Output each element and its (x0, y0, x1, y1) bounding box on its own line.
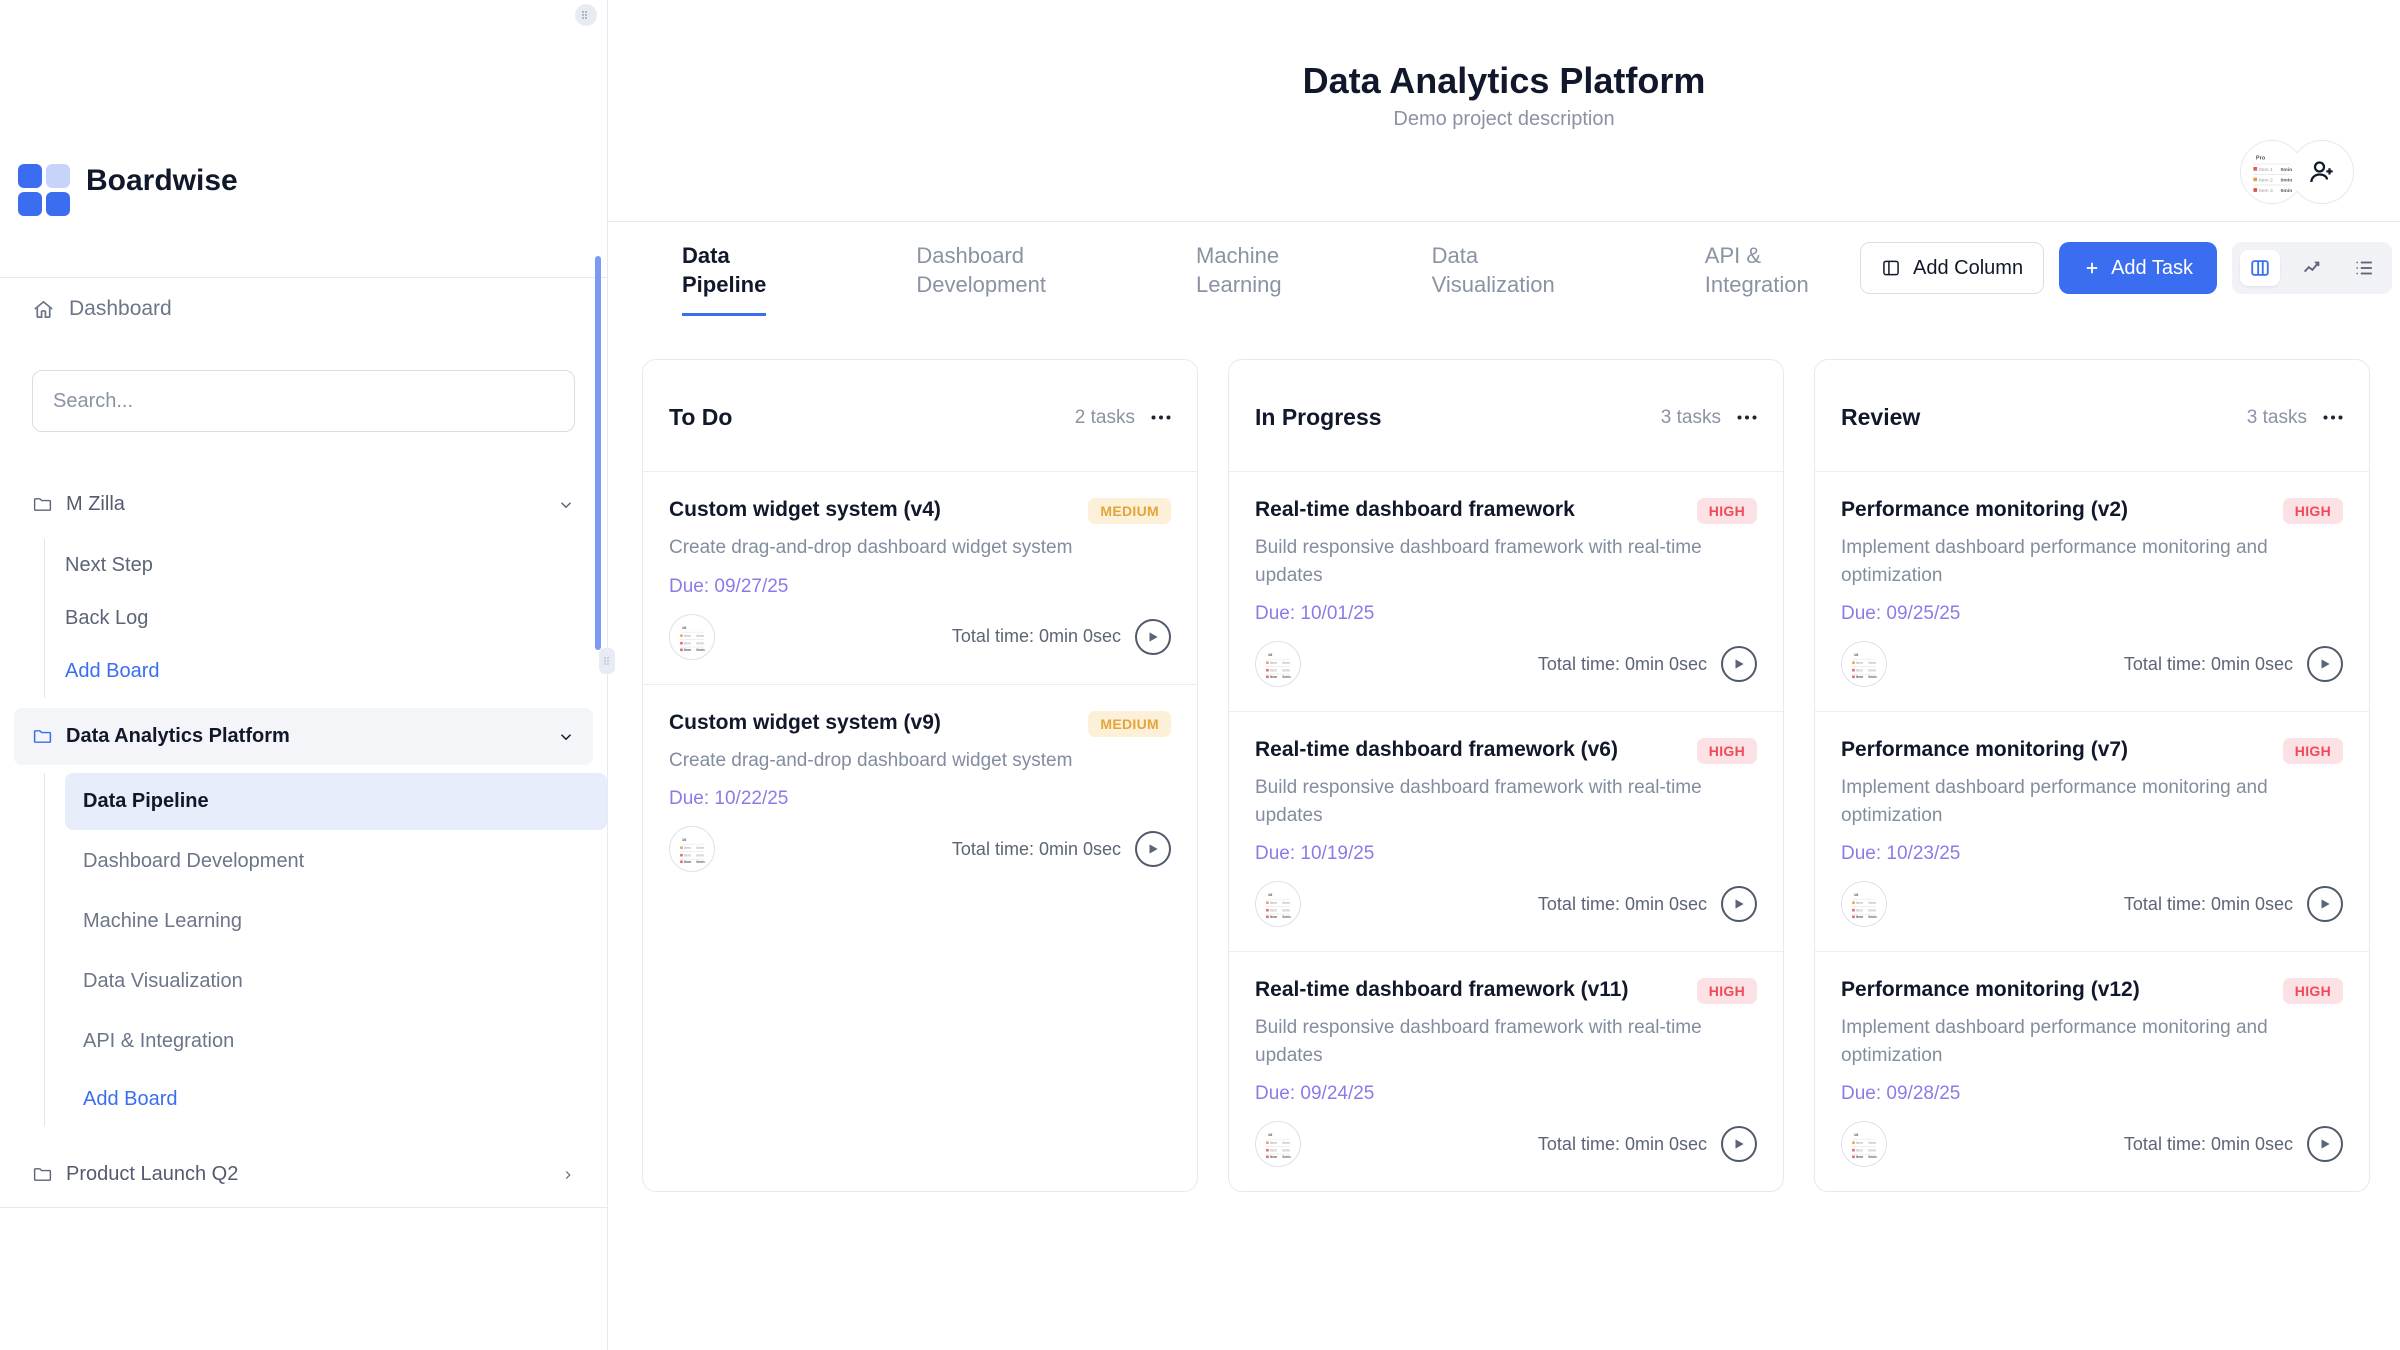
svg-text:Item: Item (1270, 901, 1277, 905)
svg-text:Item: Item (1270, 661, 1277, 665)
svg-text:Item: Item (1270, 1156, 1277, 1160)
svg-text:0min: 0min (1282, 669, 1290, 673)
svg-text:Item: Item (1856, 1149, 1863, 1153)
svg-text:0min: 0min (1282, 901, 1290, 905)
svg-text:Item: Item (1856, 909, 1863, 913)
svg-text:0min: 0min (1282, 1156, 1290, 1160)
svg-text:0min: 0min (1868, 1141, 1876, 1145)
svg-text:Item 1: Item 1 (2259, 167, 2273, 173)
svg-text:Item: Item (1270, 1149, 1277, 1153)
svg-text:0min: 0min (1282, 915, 1290, 919)
svg-text:Item: Item (1270, 915, 1277, 919)
svg-text:Item: Item (1856, 1156, 1863, 1160)
svg-text:Item 2: Item 2 (2259, 177, 2273, 183)
svg-text:Item: Item (1270, 1141, 1277, 1145)
svg-text:Item: Item (1856, 675, 1863, 679)
svg-text:0min: 0min (1868, 1156, 1876, 1160)
svg-text:Item: Item (684, 860, 691, 864)
svg-text:Item: Item (684, 648, 691, 652)
svg-text:0min: 0min (1282, 909, 1290, 913)
svg-text:0min: 0min (1282, 1141, 1290, 1145)
svg-text:0min: 0min (1282, 1149, 1290, 1153)
svg-text:Item: Item (684, 634, 691, 638)
svg-text:0min: 0min (2281, 188, 2293, 194)
svg-text:Item: Item (1270, 675, 1277, 679)
svg-text:0min: 0min (696, 641, 704, 645)
svg-text:Item: Item (1270, 909, 1277, 913)
svg-text:0min: 0min (1868, 909, 1876, 913)
svg-text:0min: 0min (696, 860, 704, 864)
svg-text:0min: 0min (2281, 167, 2293, 173)
svg-text:0min: 0min (1868, 1149, 1876, 1153)
svg-text:Item 3: Item 3 (2259, 188, 2273, 194)
svg-text:0min: 0min (696, 648, 704, 652)
svg-text:Item: Item (1856, 669, 1863, 673)
svg-text:Item: Item (684, 641, 691, 645)
svg-text:0min: 0min (1868, 669, 1876, 673)
svg-text:0min: 0min (1868, 675, 1876, 679)
svg-text:Item: Item (1856, 1141, 1863, 1145)
svg-text:Item: Item (1270, 669, 1277, 673)
svg-text:Pro: Pro (2256, 156, 2266, 162)
svg-text:0min: 0min (696, 854, 704, 858)
svg-text:Item: Item (1856, 661, 1863, 665)
svg-text:0min: 0min (1282, 661, 1290, 665)
svg-text:0min: 0min (2281, 177, 2293, 183)
svg-text:0min: 0min (1868, 915, 1876, 919)
svg-text:Item: Item (684, 846, 691, 850)
svg-text:0min: 0min (1282, 675, 1290, 679)
svg-text:0min: 0min (1868, 901, 1876, 905)
svg-text:0min: 0min (696, 846, 704, 850)
svg-text:Item: Item (1856, 901, 1863, 905)
svg-text:0min: 0min (1868, 661, 1876, 665)
svg-text:Item: Item (1856, 915, 1863, 919)
svg-text:Item: Item (684, 854, 691, 858)
svg-text:0min: 0min (696, 634, 704, 638)
